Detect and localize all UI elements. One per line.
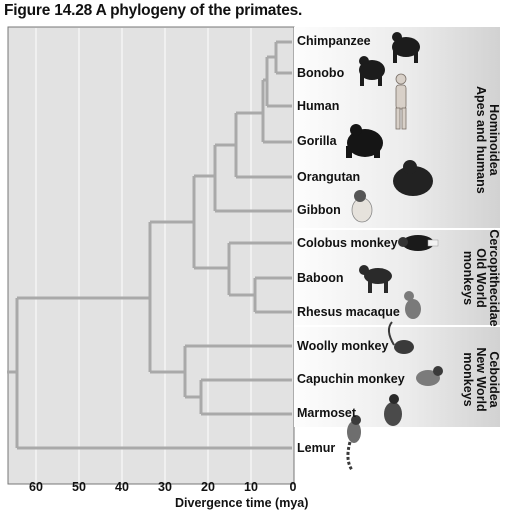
taxon-label: Woolly monkey xyxy=(297,339,389,353)
taxon-label: Baboon xyxy=(297,271,344,285)
figure-title: Figure 14.28 A phylogeny of the primates… xyxy=(4,2,303,19)
lemur-illustration xyxy=(346,415,361,471)
group-name: Hominoidea xyxy=(487,104,501,176)
taxon-label: Rhesus macaque xyxy=(297,305,400,319)
group-subtitle: Apes and humans xyxy=(474,86,488,194)
human-illustration xyxy=(395,73,407,130)
taxon-label: Gibbon xyxy=(297,203,341,217)
taxon-label: Colobus monkey xyxy=(297,236,398,250)
group-label-cercopithecidae: Cercopithecidae Old World monkeys xyxy=(461,228,501,328)
axis-tick-label: 30 xyxy=(158,480,172,494)
taxon-label: Chimpanzee xyxy=(297,34,371,48)
chimpanzee-illustration xyxy=(392,32,420,63)
taxon-label: Human xyxy=(297,99,340,113)
marmoset-illustration xyxy=(384,394,402,426)
baboon-illustration xyxy=(359,265,392,293)
colobus-monkey-illustration xyxy=(398,235,439,251)
orangutan-illustration xyxy=(393,160,433,196)
phylogeny-tree xyxy=(7,40,292,450)
bonobo-illustration xyxy=(359,56,385,86)
group-label-ceboidea: Ceboidea New World monkeys xyxy=(461,342,501,417)
axis-tick-label: 10 xyxy=(244,480,258,494)
capuchin-monkey-illustration xyxy=(416,366,443,386)
gibbon-illustration xyxy=(351,190,373,223)
axis-tick-label: 0 xyxy=(289,480,297,494)
group-subtitle: New World monkeys xyxy=(461,347,488,412)
axis-tick-label: 60 xyxy=(29,480,43,494)
woolly-monkey-illustration xyxy=(388,321,414,354)
taxon-label: Bonobo xyxy=(297,66,345,80)
taxon-label: Capuchin monkey xyxy=(297,372,405,386)
group-label-hominoidea: Hominoidea Apes and humans xyxy=(474,86,501,194)
axis-tick-label: 40 xyxy=(115,480,129,494)
group-name: Cercopithecidae xyxy=(487,229,501,327)
x-axis-label: Divergence time (mya) xyxy=(175,496,309,510)
axis-tick-label: 50 xyxy=(72,480,86,494)
gorilla-illustration xyxy=(346,124,383,158)
taxon-label: Lemur xyxy=(297,441,336,455)
group-subtitle: Old World monkeys xyxy=(461,248,488,308)
cercopithecidae-band xyxy=(294,230,500,325)
taxon-label: Orangutan xyxy=(297,170,361,184)
rhesus-macaque-illustration xyxy=(404,291,421,319)
taxon-label: Gorilla xyxy=(297,134,337,148)
group-name: Ceboidea xyxy=(487,351,501,408)
taxon-label: Marmoset xyxy=(297,406,357,420)
grid-lines xyxy=(35,28,252,483)
axis-tick-label: 20 xyxy=(201,480,215,494)
